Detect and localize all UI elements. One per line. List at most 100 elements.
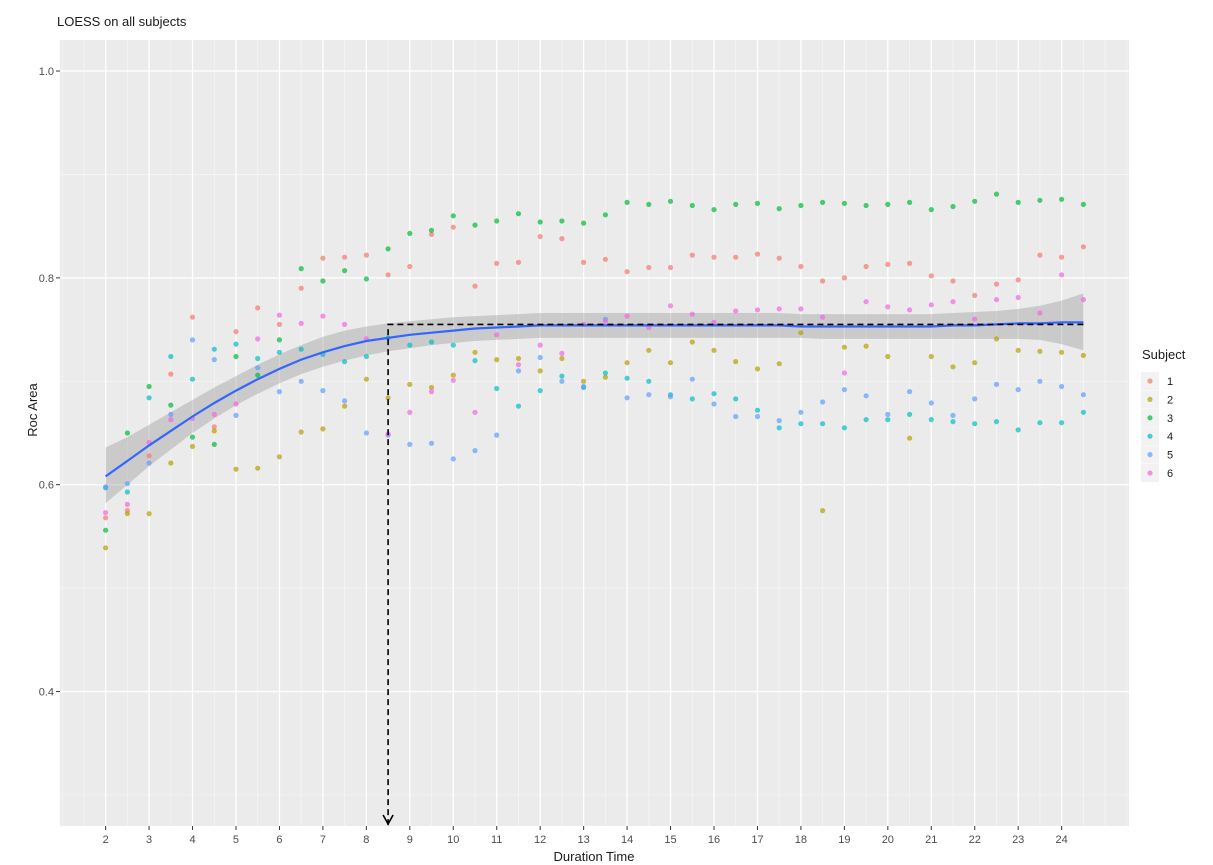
data-point xyxy=(1015,387,1021,393)
data-point xyxy=(798,409,804,415)
data-point xyxy=(342,321,348,327)
series-subject-4 xyxy=(103,335,1086,495)
data-point xyxy=(602,374,609,380)
data-point xyxy=(581,220,587,226)
data-point xyxy=(103,484,109,490)
data-point xyxy=(276,349,282,355)
data-point xyxy=(1015,277,1021,283)
data-point xyxy=(646,378,652,384)
data-point xyxy=(494,260,500,266)
data-point xyxy=(233,329,239,335)
data-point xyxy=(646,201,652,207)
data-point xyxy=(711,347,717,353)
data-point xyxy=(646,392,652,398)
data-point xyxy=(189,376,196,382)
data-point xyxy=(255,365,261,371)
data-point xyxy=(342,398,348,404)
x-tick-label: 3 xyxy=(146,834,152,846)
data-point xyxy=(407,441,413,447)
data-point xyxy=(1059,254,1065,260)
x-tick-label: 22 xyxy=(969,834,981,846)
data-point xyxy=(841,275,848,281)
data-point xyxy=(146,383,152,390)
data-point xyxy=(385,395,391,401)
data-point xyxy=(1015,294,1021,301)
data-point xyxy=(820,421,826,427)
data-point xyxy=(1015,199,1021,205)
data-point xyxy=(1059,349,1065,355)
data-point xyxy=(363,376,369,382)
data-point xyxy=(711,207,717,213)
data-point xyxy=(124,430,130,436)
plot-panel xyxy=(60,40,1129,826)
data-point xyxy=(189,337,196,343)
data-point xyxy=(298,266,304,272)
data-point xyxy=(907,260,913,266)
data-point xyxy=(993,281,1000,287)
data-point xyxy=(798,330,804,336)
legend-key-subject-1 xyxy=(1147,378,1153,384)
data-point xyxy=(928,207,934,213)
legend-label: 2 xyxy=(1167,394,1173,406)
data-point xyxy=(407,230,413,236)
data-point xyxy=(298,378,304,384)
data-point xyxy=(342,254,348,260)
data-point xyxy=(689,396,695,402)
x-tick-label: 16 xyxy=(708,834,720,846)
data-point xyxy=(559,378,565,384)
data-point xyxy=(537,368,543,374)
data-point xyxy=(428,384,435,391)
data-point xyxy=(211,428,217,434)
data-point xyxy=(581,383,587,390)
data-point xyxy=(1015,427,1021,433)
data-point xyxy=(494,332,500,338)
data-point xyxy=(168,371,174,377)
data-point xyxy=(450,342,456,348)
data-point xyxy=(624,360,630,366)
data-point xyxy=(146,460,152,466)
data-point xyxy=(776,425,782,431)
data-point xyxy=(1080,409,1086,415)
data-point xyxy=(798,306,804,312)
data-point xyxy=(972,396,978,402)
data-point xyxy=(776,206,782,212)
data-point xyxy=(754,413,761,420)
data-point xyxy=(928,273,934,279)
data-point xyxy=(450,372,456,378)
data-point xyxy=(472,349,478,355)
data-point xyxy=(472,283,478,289)
data-point xyxy=(515,211,522,217)
data-point xyxy=(928,302,934,308)
data-point xyxy=(233,341,239,347)
data-point xyxy=(124,501,130,507)
data-point xyxy=(407,381,413,387)
data-point xyxy=(363,276,369,282)
data-point xyxy=(1059,383,1065,390)
legend-label: 5 xyxy=(1167,450,1173,462)
data-point xyxy=(711,401,717,407)
x-tick-label: 12 xyxy=(534,834,546,846)
data-point xyxy=(1059,272,1065,278)
data-point xyxy=(950,364,956,370)
x-tick-label: 5 xyxy=(233,834,239,846)
data-point xyxy=(667,264,674,271)
chart-title: LOESS on all subjects xyxy=(57,14,187,29)
x-tick-label: 21 xyxy=(925,834,937,846)
x-axis: 2 3 4 5 6 7 8 9 10 11 12 13 14 15 16 17 18 19 20 21 22 23 24 xyxy=(103,826,1068,846)
data-point xyxy=(885,261,891,267)
data-point xyxy=(168,460,174,466)
data-point xyxy=(993,419,1000,425)
data-point xyxy=(255,465,261,471)
data-point xyxy=(428,231,435,237)
data-point xyxy=(820,508,826,514)
data-point xyxy=(798,421,804,427)
data-point xyxy=(559,355,565,362)
data-point xyxy=(820,278,826,284)
data-point xyxy=(993,336,1000,342)
data-point xyxy=(537,219,543,225)
data-point xyxy=(385,272,391,278)
data-point xyxy=(168,402,174,408)
data-point xyxy=(428,339,435,345)
y-tick-label: 0.8 xyxy=(39,273,54,285)
x-tick-label: 17 xyxy=(751,834,763,846)
